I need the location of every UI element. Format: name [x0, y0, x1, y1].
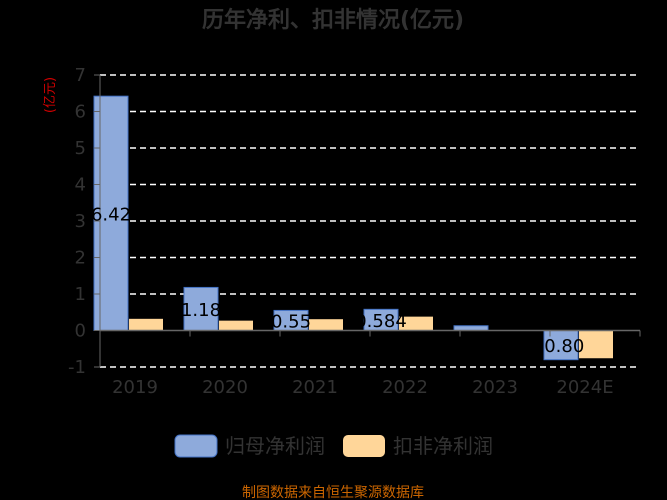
x-tick-label: 2024E: [556, 377, 613, 398]
y-tick-label: 4: [75, 175, 86, 196]
bar-labels: 6.42 1.18 0.55 0.584 -0.80: [91, 204, 584, 357]
chart-title: 历年净利、扣非情况(亿元): [202, 7, 464, 33]
x-tick-label: 2021: [292, 377, 338, 398]
x-tick-label: 2019: [112, 377, 158, 398]
y-axis-label: (亿元): [43, 77, 58, 113]
bar-deducted-profit-2020: [219, 320, 253, 331]
y-tick-label: 0: [75, 321, 86, 342]
bar-deducted-profit-2021: [309, 319, 343, 331]
x-tick-label: 2020: [202, 377, 248, 398]
legend-swatch: [174, 434, 218, 458]
y-tick-label: 7: [75, 65, 86, 86]
legend-swatch: [343, 435, 385, 457]
y-tick-label: 1: [75, 284, 86, 305]
bar-value-label: 0.55: [271, 311, 311, 332]
x-tick-label: 2023: [472, 377, 518, 398]
source-note: 制图数据来自恒生聚源数据库: [242, 485, 424, 500]
bar-value-label: 1.18: [181, 300, 221, 321]
bar-value-label: 0.584: [355, 311, 407, 332]
bar-value-label: 6.42: [91, 204, 131, 225]
y-tick-label: 2: [75, 248, 86, 269]
y-tick-label: 6: [75, 102, 86, 123]
axes: -1 0 1 2 3 4 5 6 7 2019 2020 2021 2022 2023 2024E: [68, 65, 641, 398]
bar-deducted-profit-2019: [129, 318, 163, 331]
legend-label: 归母净利润: [225, 434, 325, 458]
x-tick-label: 2022: [382, 377, 428, 398]
y-tick-label: 3: [75, 211, 86, 232]
bar-value-label: -0.80: [538, 336, 585, 357]
legend-label: 扣非净利润: [393, 434, 493, 458]
y-tick-label: -1: [68, 357, 86, 378]
bars: [93, 95, 613, 361]
legend: 归母净利润 扣非净利润: [174, 434, 493, 458]
bar-deducted-profit-2024E: [579, 330, 613, 359]
bar-deducted-profit-2022: [399, 316, 433, 331]
y-tick-label: 5: [75, 138, 86, 159]
